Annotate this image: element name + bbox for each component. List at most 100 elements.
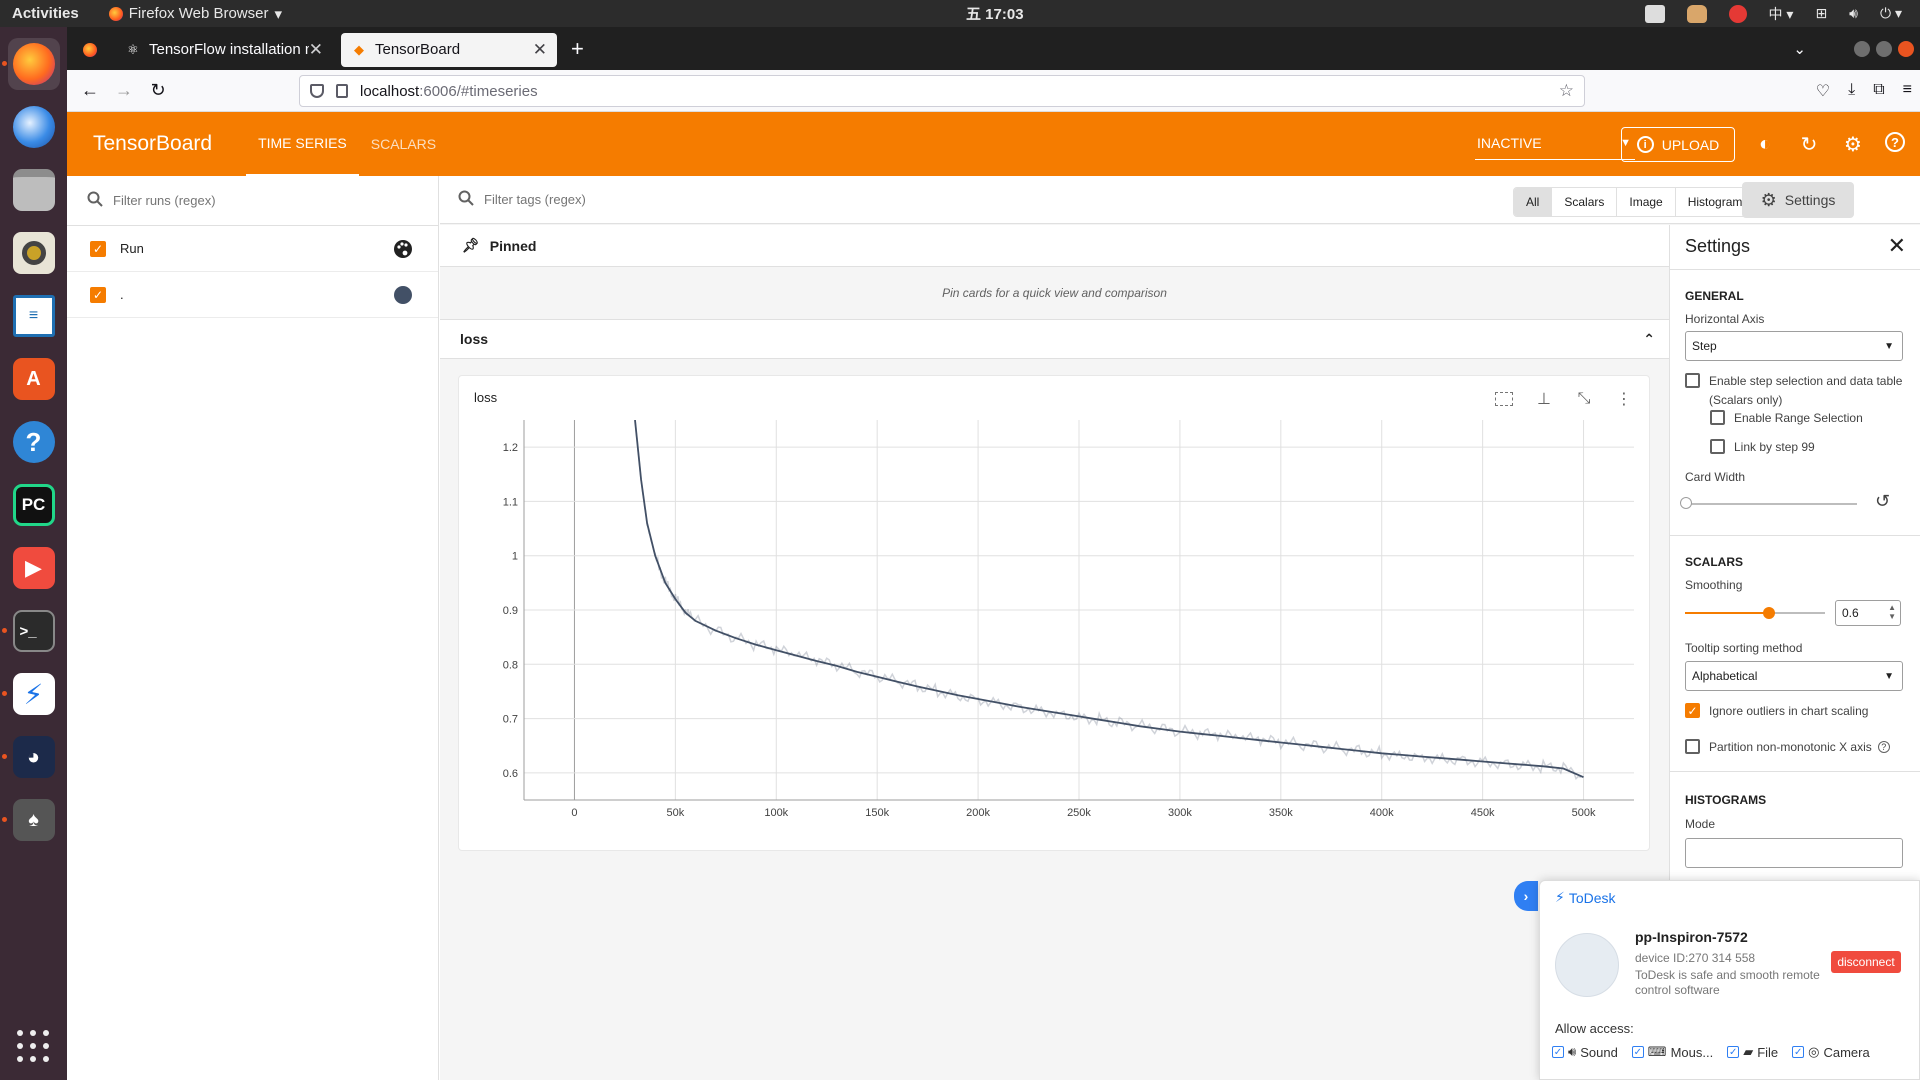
smoothing-knob[interactable] [1763, 607, 1775, 619]
dock-media-app[interactable]: ▶ [8, 542, 60, 594]
range-selection-checkbox[interactable] [1710, 410, 1725, 425]
card-width-slider[interactable] [1685, 503, 1857, 505]
close-tab-icon[interactable]: ✕ [308, 39, 323, 59]
filter-all[interactable]: All [1514, 188, 1553, 216]
theme-toggle-icon[interactable]: ◐ [1758, 132, 1772, 155]
histogram-mode-select[interactable] [1685, 838, 1903, 868]
card-width-knob[interactable] [1680, 497, 1692, 509]
tab-tensorflow-installation[interactable]: ⚛ TensorFlow installation n ✕ [115, 33, 333, 67]
perm-checkbox[interactable]: ✓ [1552, 1046, 1564, 1058]
chevron-up-icon[interactable]: ⌃ [1643, 330, 1655, 347]
filter-histogram[interactable]: Histogram [1675, 188, 1755, 216]
filter-scalars[interactable]: Scalars [1552, 188, 1618, 216]
url-bar[interactable]: localhost :6006/#timeseries ☆ [299, 75, 1585, 107]
link-by-step-option[interactable]: Link by step 99 [1710, 438, 1815, 457]
clock[interactable]: 五 17:03 [966, 6, 1024, 23]
volume-icon[interactable]: 🔊︎ [1849, 5, 1858, 21]
downloads-icon[interactable]: ⤓ [1848, 80, 1856, 98]
dock-rhythmbox[interactable] [8, 227, 60, 279]
dock-todesk[interactable]: ⚡ [1, 668, 60, 720]
minimize-button[interactable] [1854, 40, 1870, 57]
run-row[interactable]: ✓ . [67, 272, 438, 318]
page-info-icon[interactable] [336, 84, 348, 98]
tags-filter-input[interactable]: Filter tags (regex) [484, 192, 586, 207]
card-group-header[interactable]: loss ⌃ [440, 319, 1669, 359]
help-icon[interactable]: ? [1885, 132, 1905, 152]
network-icon[interactable]: ⊞ [1815, 5, 1828, 21]
dock-java-app[interactable]: ♠ [1, 794, 60, 846]
run-checkbox[interactable]: ✓ [90, 240, 106, 257]
plugin-selector-dropdown[interactable]: INACTIVE ▼ [1475, 126, 1635, 160]
tab-scalars[interactable]: SCALARS [370, 136, 437, 152]
fullscreen-icon[interactable]: ⤡ [1577, 390, 1591, 407]
pinned-tab[interactable] [71, 33, 109, 67]
pocket-icon[interactable]: ♡ [1815, 82, 1831, 100]
perm-checkbox[interactable]: ✓ [1792, 1046, 1805, 1058]
dock-terminal[interactable]: >_ [1, 605, 60, 657]
perm-camera[interactable]: ✓ ◎ Camera [1792, 1044, 1870, 1060]
dock-pycharm[interactable]: PC [8, 479, 60, 531]
todesk-collapse-button[interactable]: › [1514, 881, 1538, 911]
smoothing-input[interactable]: 0.6 ▲ ▼ [1835, 600, 1901, 626]
bookmark-star-icon[interactable]: ☆ [1558, 81, 1574, 100]
maximize-button[interactable] [1876, 40, 1892, 57]
app-menu[interactable]: Firefox Web Browser ▾ [108, 5, 282, 23]
dock-thunderbird[interactable] [8, 101, 60, 153]
input-method-indicator[interactable]: 中 ▾ [1768, 5, 1794, 22]
filter-image[interactable]: Image [1617, 188, 1676, 216]
extensions-icon[interactable]: ⧉ [1873, 80, 1885, 98]
new-tab-button[interactable]: + [571, 35, 584, 61]
dock-writer[interactable]: ≡ [8, 290, 60, 342]
perm-file[interactable]: ✓ ▰ File [1727, 1044, 1779, 1060]
run-row[interactable]: ✓ Run [67, 226, 438, 272]
palette-icon[interactable] [392, 238, 414, 260]
close-icon[interactable]: ✕ [1887, 233, 1906, 258]
range-selection-option[interactable]: Enable Range Selection [1710, 409, 1863, 428]
settings-button[interactable]: ⚙ Settings [1742, 182, 1854, 218]
help-icon[interactable]: ? [1877, 741, 1890, 753]
activities-button[interactable]: Activities [12, 5, 79, 22]
tab-tensorboard[interactable]: ◆ TensorBoard ✕ [341, 32, 557, 67]
run-checkbox[interactable]: ✓ [90, 286, 106, 303]
stepper-icon[interactable]: ▲ ▼ [1888, 603, 1896, 621]
perm-checkbox[interactable]: ✓ [1631, 1046, 1644, 1058]
pin-card-icon[interactable]: ⊥ [1537, 391, 1551, 408]
ignore-outliers-option[interactable]: ✓ Ignore outliers in chart scaling [1685, 702, 1868, 721]
cat-app-icon[interactable] [1686, 4, 1707, 23]
settings-gear-icon[interactable]: ⚙ [1844, 133, 1862, 156]
run-color-swatch[interactable] [394, 285, 412, 304]
perm-checkbox[interactable]: ✓ [1727, 1046, 1740, 1058]
partition-checkbox[interactable] [1685, 739, 1700, 754]
show-apps-icon[interactable] [16, 1030, 51, 1064]
ignore-outliers-checkbox[interactable]: ✓ [1685, 703, 1700, 718]
close-tab-icon[interactable]: ✕ [532, 39, 547, 59]
back-arrow-icon[interactable]: ← [81, 80, 99, 100]
tab-time-series[interactable]: TIME SERIES [246, 112, 359, 176]
menu-hamburger-icon[interactable]: ≡ [1902, 80, 1912, 98]
forward-arrow-icon[interactable]: → [115, 80, 133, 100]
perm-mouse[interactable]: ✓ ⌨ Mous... [1631, 1044, 1714, 1060]
runs-filter[interactable]: Filter runs (regex) [67, 176, 438, 226]
do-not-disturb-icon[interactable] [1728, 4, 1747, 23]
fit-domain-icon[interactable] [1493, 388, 1515, 410]
close-window-button[interactable] [1898, 40, 1914, 57]
step-selection-checkbox[interactable] [1685, 373, 1700, 388]
refresh-icon[interactable]: ↻ [1800, 133, 1818, 156]
screenshot-app-icon[interactable] [1644, 4, 1665, 23]
list-all-tabs-icon[interactable]: ⌄ [1793, 40, 1806, 58]
disconnect-button[interactable]: disconnect [1831, 951, 1901, 973]
dock-software[interactable]: A [8, 353, 60, 405]
perm-sound[interactable]: ✓ 🔊︎ Sound [1552, 1044, 1618, 1060]
loss-chart[interactable]: 0 50k 100k 150k 200k 250k 300k 350k 400k 450k 500k… [469, 420, 1639, 840]
upload-button[interactable]: i UPLOAD [1621, 127, 1735, 162]
power-icon[interactable]: ⏻ ▾ [1880, 5, 1902, 21]
dock-help[interactable]: ? [8, 416, 60, 468]
link-by-step-checkbox[interactable] [1710, 439, 1725, 454]
dock-files[interactable] [8, 164, 60, 216]
step-selection-option[interactable]: Enable step selection and data table (Sca… [1685, 372, 1910, 410]
reload-icon[interactable]: ↻ [150, 80, 166, 100]
reset-width-icon[interactable]: ↺ [1875, 491, 1891, 511]
dock-cat-app[interactable]: ◕ [1, 731, 60, 783]
tracking-shield-icon[interactable] [310, 84, 324, 98]
partition-option[interactable]: Partition non-monotonic X axis ? [1685, 738, 1890, 757]
